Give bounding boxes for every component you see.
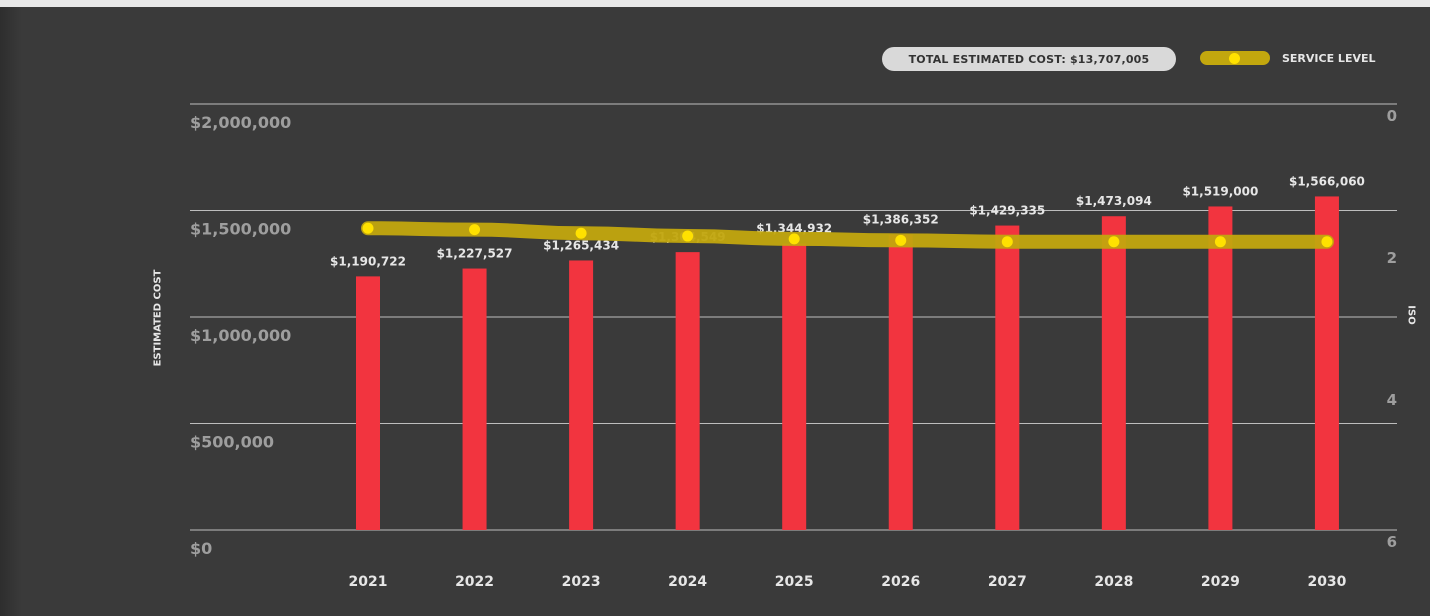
top-strip xyxy=(0,0,1430,7)
y-right-tick-label: 0 xyxy=(1387,107,1397,125)
y-right-tick-label: 2 xyxy=(1387,249,1397,267)
total-cost-badge: TOTAL ESTIMATED COST: $13,707,005 xyxy=(882,47,1176,71)
y-tick-label: $500,000 xyxy=(190,433,274,452)
x-tick-label: 2026 xyxy=(881,574,920,590)
x-tick-label: 2025 xyxy=(775,574,814,590)
left-shade xyxy=(0,7,22,616)
bar xyxy=(356,276,380,530)
legend: SERVICE LEVEL xyxy=(1200,49,1376,67)
bar xyxy=(1101,216,1126,531)
bar-value-label: $1,473,094 xyxy=(1076,194,1152,208)
x-tick-label: 2024 xyxy=(668,574,707,590)
x-tick-label: 2021 xyxy=(349,574,388,590)
service-level-point xyxy=(469,224,481,236)
bar-value-label: $1,519,000 xyxy=(1182,184,1258,198)
legend-label-service-level: SERVICE LEVEL xyxy=(1282,51,1376,65)
service-level-point xyxy=(682,230,694,242)
service-level-point xyxy=(575,227,587,239)
service-level-point xyxy=(788,233,800,245)
x-tick-label: 2029 xyxy=(1201,574,1240,590)
bar xyxy=(995,225,1020,531)
bar-value-label: $1,429,335 xyxy=(969,204,1045,218)
x-tick-label: 2022 xyxy=(455,574,494,590)
bar-value-label: $1,386,352 xyxy=(863,213,939,227)
bar xyxy=(569,260,594,530)
total-cost-label: TOTAL ESTIMATED COST: $13,707,005 xyxy=(908,52,1150,66)
x-tick-label: 2030 xyxy=(1307,574,1346,590)
bar-value-label: $1,566,060 xyxy=(1289,174,1365,188)
bar-value-label: $1,265,434 xyxy=(543,238,619,252)
bar xyxy=(888,234,913,530)
service-level-point xyxy=(1001,236,1013,248)
bar xyxy=(675,252,700,531)
bar xyxy=(462,268,487,530)
x-tick-label: 2028 xyxy=(1094,574,1133,590)
y-tick-label: $2,000,000 xyxy=(190,113,291,132)
y-tick-label: $1,000,000 xyxy=(190,326,291,345)
legend-marker xyxy=(1229,52,1240,64)
bar-value-label: $1,227,527 xyxy=(437,247,513,261)
service-level-point xyxy=(1214,236,1226,248)
bar xyxy=(1208,206,1233,530)
service-level-point xyxy=(895,234,907,246)
x-tick-label: 2027 xyxy=(988,574,1027,590)
bar xyxy=(1314,196,1339,531)
service-level-line xyxy=(361,221,1334,249)
service-level-point xyxy=(1321,236,1333,248)
x-tick-label: 2023 xyxy=(562,574,601,590)
bar-value-label: $1,190,722 xyxy=(330,254,406,268)
y-tick-label: $0 xyxy=(190,539,212,558)
y-right-tick-label: 4 xyxy=(1387,391,1397,409)
y-right-tick-label: 6 xyxy=(1387,533,1397,551)
service-level-point xyxy=(1108,236,1120,248)
service-level-point xyxy=(362,222,374,234)
y-tick-label: $1,500,000 xyxy=(190,220,291,239)
legend-swatch-service-level xyxy=(1200,51,1270,65)
bar xyxy=(782,243,807,530)
